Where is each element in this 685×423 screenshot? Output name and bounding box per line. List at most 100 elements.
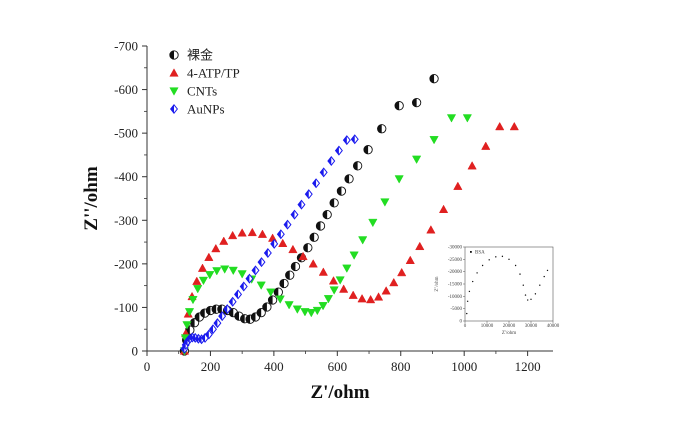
data-point (219, 236, 229, 245)
data-point (323, 295, 334, 304)
data-point (352, 161, 363, 171)
inset-legend-marker (470, 251, 472, 253)
data-point (308, 259, 318, 268)
inset-data-point (481, 264, 484, 267)
inset-data-point (508, 258, 510, 261)
data-point (509, 121, 519, 131)
data-point (411, 155, 422, 165)
data-point (228, 230, 238, 240)
data-point (380, 198, 390, 207)
y-axis-title: Z''/ohm (81, 166, 102, 231)
data-point (397, 267, 407, 277)
y-tick-label: 0 (132, 344, 139, 359)
data-point (344, 174, 354, 184)
data-point (300, 308, 310, 317)
inset-data-point (522, 284, 524, 286)
inset-x-axis-title: Z'/ohm (502, 331, 516, 336)
data-point (292, 305, 302, 314)
legend-label: 4-ATP/TP (187, 66, 240, 81)
inset-y-tick-label: -5000 (450, 307, 462, 312)
data-point (306, 309, 316, 318)
data-point (204, 329, 213, 340)
data-point (426, 225, 436, 234)
data-point (415, 241, 425, 251)
data-point (205, 271, 215, 280)
data-point (411, 97, 422, 108)
inset-frame (464, 246, 554, 322)
data-point (285, 270, 295, 280)
data-point (279, 278, 289, 289)
data-point (223, 304, 232, 315)
data-point (212, 267, 222, 276)
data-point (245, 273, 254, 284)
data-point (342, 264, 352, 273)
data-point (303, 243, 313, 253)
y-tick-label: -200 (114, 256, 138, 271)
inset-data-point (501, 255, 504, 258)
data-point (256, 308, 266, 318)
data-point (315, 221, 326, 231)
data-point (237, 228, 247, 237)
inset-series-BSA (466, 255, 549, 315)
series-4-ATP/TP (179, 121, 519, 355)
data-point (218, 311, 227, 322)
data-point (381, 286, 391, 295)
inset-data-point (472, 280, 474, 283)
y-tick-label: -600 (114, 82, 138, 97)
data-point (263, 247, 272, 258)
legend-label: CNTs (187, 84, 217, 99)
legend-marker (169, 68, 179, 77)
data-point (495, 121, 505, 131)
data-point (312, 178, 321, 189)
data-point (348, 290, 358, 299)
data-point (363, 145, 373, 155)
data-point (228, 296, 237, 307)
data-point (237, 270, 247, 279)
data-point (429, 136, 439, 145)
inset-y-axis-title: Z''/ohm (435, 276, 440, 291)
x-tick-label: 0 (144, 359, 151, 374)
inset-data-point (468, 290, 471, 293)
data-point (251, 265, 260, 276)
data-point (394, 175, 404, 184)
legend-label: AuNPs (187, 102, 225, 117)
data-point (197, 263, 208, 272)
inset-x-tick-label: 40000 (547, 324, 560, 329)
data-point (297, 199, 306, 210)
data-point (309, 232, 319, 242)
data-point (211, 243, 221, 253)
data-point (283, 219, 292, 230)
inset-y-tick-label: -15000 (448, 283, 463, 288)
data-point (349, 251, 359, 260)
data-point (429, 74, 439, 84)
data-point (182, 321, 192, 330)
data-point (188, 295, 198, 305)
data-point (284, 301, 294, 310)
data-point (312, 306, 322, 316)
data-point (262, 302, 272, 312)
legend-marker (169, 103, 179, 115)
data-point (275, 295, 285, 304)
data-point (357, 293, 367, 303)
data-point (322, 209, 332, 220)
data-point (234, 289, 243, 300)
x-tick-label: 1200 (515, 359, 541, 374)
data-point (319, 167, 328, 178)
inset-x-tick-label: 20000 (503, 324, 516, 329)
data-point (405, 255, 415, 264)
data-point (334, 145, 343, 156)
y-tick-label: -700 (114, 39, 138, 54)
legend: 裸金 4-ATP/TP CNTs AuNPs (169, 48, 240, 117)
series-AuNPs (180, 134, 359, 354)
y-tick-label: -500 (114, 126, 138, 141)
inset-data-point (534, 293, 537, 295)
data-point (368, 218, 378, 228)
data-point (290, 261, 301, 272)
data-point (318, 302, 328, 311)
series-CNTs (179, 114, 472, 356)
data-point (446, 114, 457, 123)
data-point (266, 288, 276, 297)
legend-label: 裸金 (187, 48, 213, 63)
data-point (184, 308, 195, 317)
data-point (365, 294, 376, 304)
